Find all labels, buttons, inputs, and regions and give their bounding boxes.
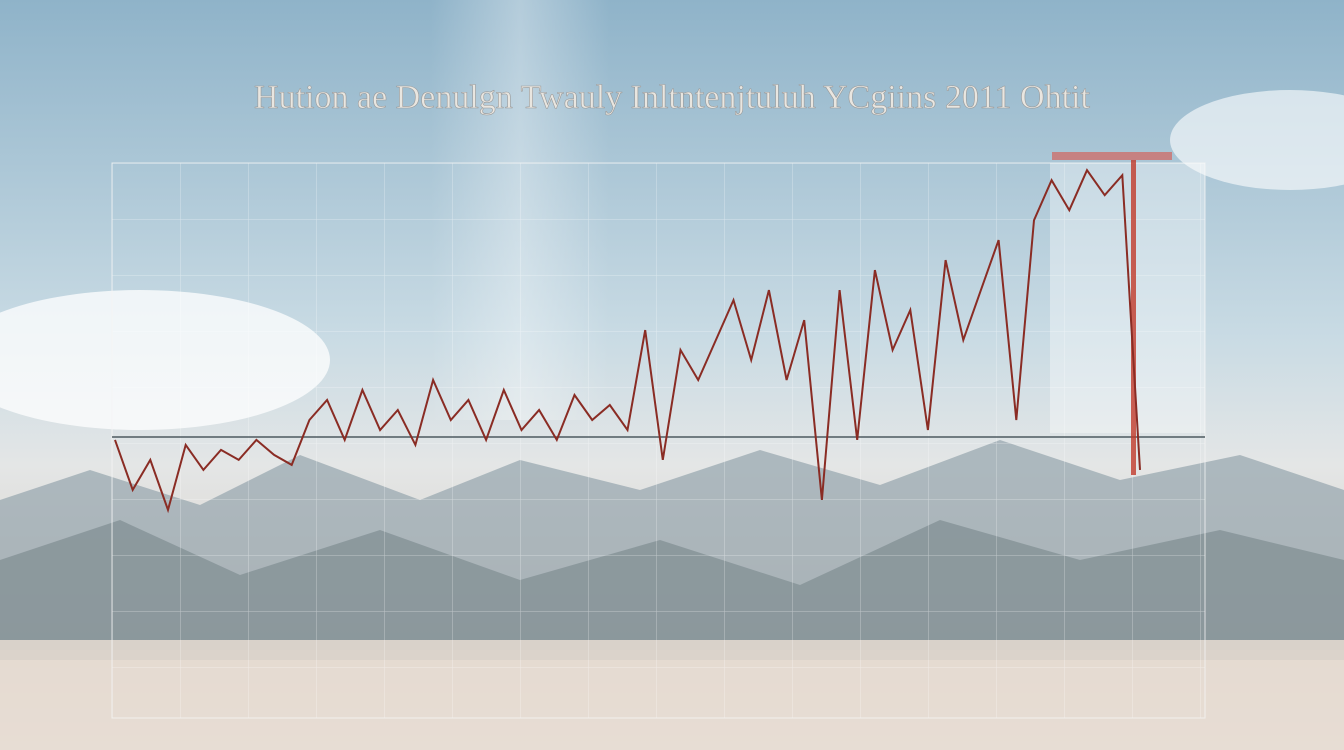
highlight-panel <box>1050 163 1205 433</box>
chart-title: Hution ae Denulgn Twauly Inltntenjtuluh … <box>254 79 1090 116</box>
data-line <box>114 168 1141 514</box>
cloud <box>1170 90 1344 190</box>
marker-cap <box>1052 152 1172 160</box>
marker-bar <box>1131 160 1136 475</box>
plot-area <box>111 162 1206 719</box>
